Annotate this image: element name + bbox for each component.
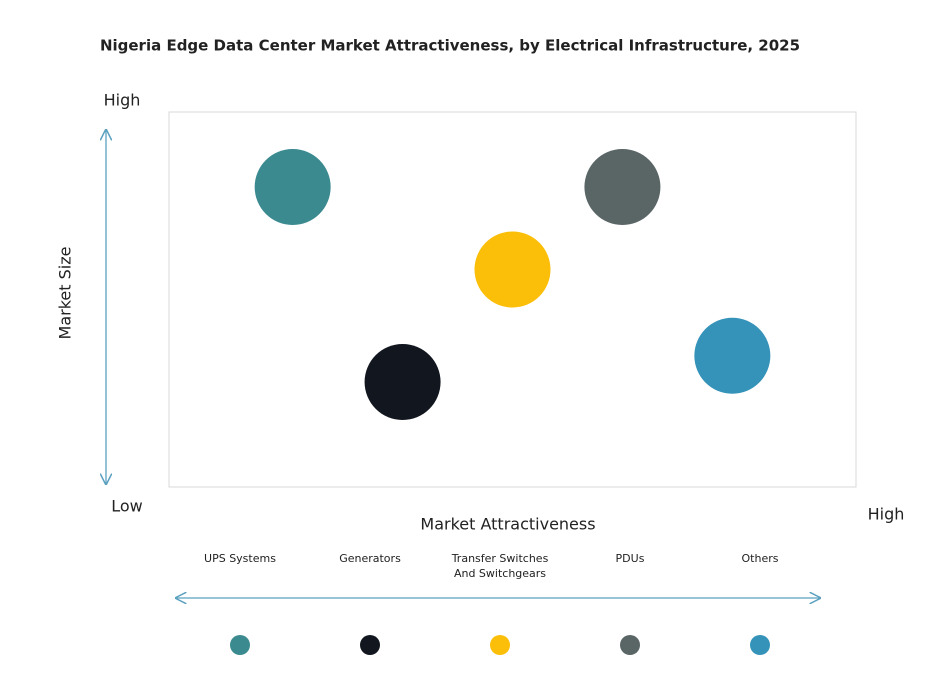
y-tick-label: High xyxy=(104,91,141,110)
bubble xyxy=(694,317,771,394)
legend-swatch xyxy=(360,635,380,655)
legend-swatch xyxy=(230,635,250,655)
bubble xyxy=(254,149,331,225)
y-axis-label: Market Size xyxy=(56,247,75,340)
legend-label: Transfer Switches And Switchgears xyxy=(451,552,549,580)
x-tick-label: High xyxy=(868,505,905,524)
legend-swatch xyxy=(750,635,770,655)
legend-label: UPS Systems xyxy=(204,552,276,565)
legend-swatch xyxy=(620,635,640,655)
legend-swatch xyxy=(490,635,510,655)
x-axis-label: Market Attractiveness xyxy=(420,515,595,534)
legend-label: Others xyxy=(741,552,779,565)
legend-label: PDUs xyxy=(615,552,645,565)
plot-area xyxy=(168,111,857,488)
bubble xyxy=(474,231,551,308)
y-tick-label: Low xyxy=(111,497,143,516)
bubble xyxy=(584,149,661,225)
chart-title: Nigeria Edge Data Center Market Attracti… xyxy=(100,37,800,55)
bubble xyxy=(364,344,441,420)
legend-label: Generators xyxy=(339,552,401,565)
